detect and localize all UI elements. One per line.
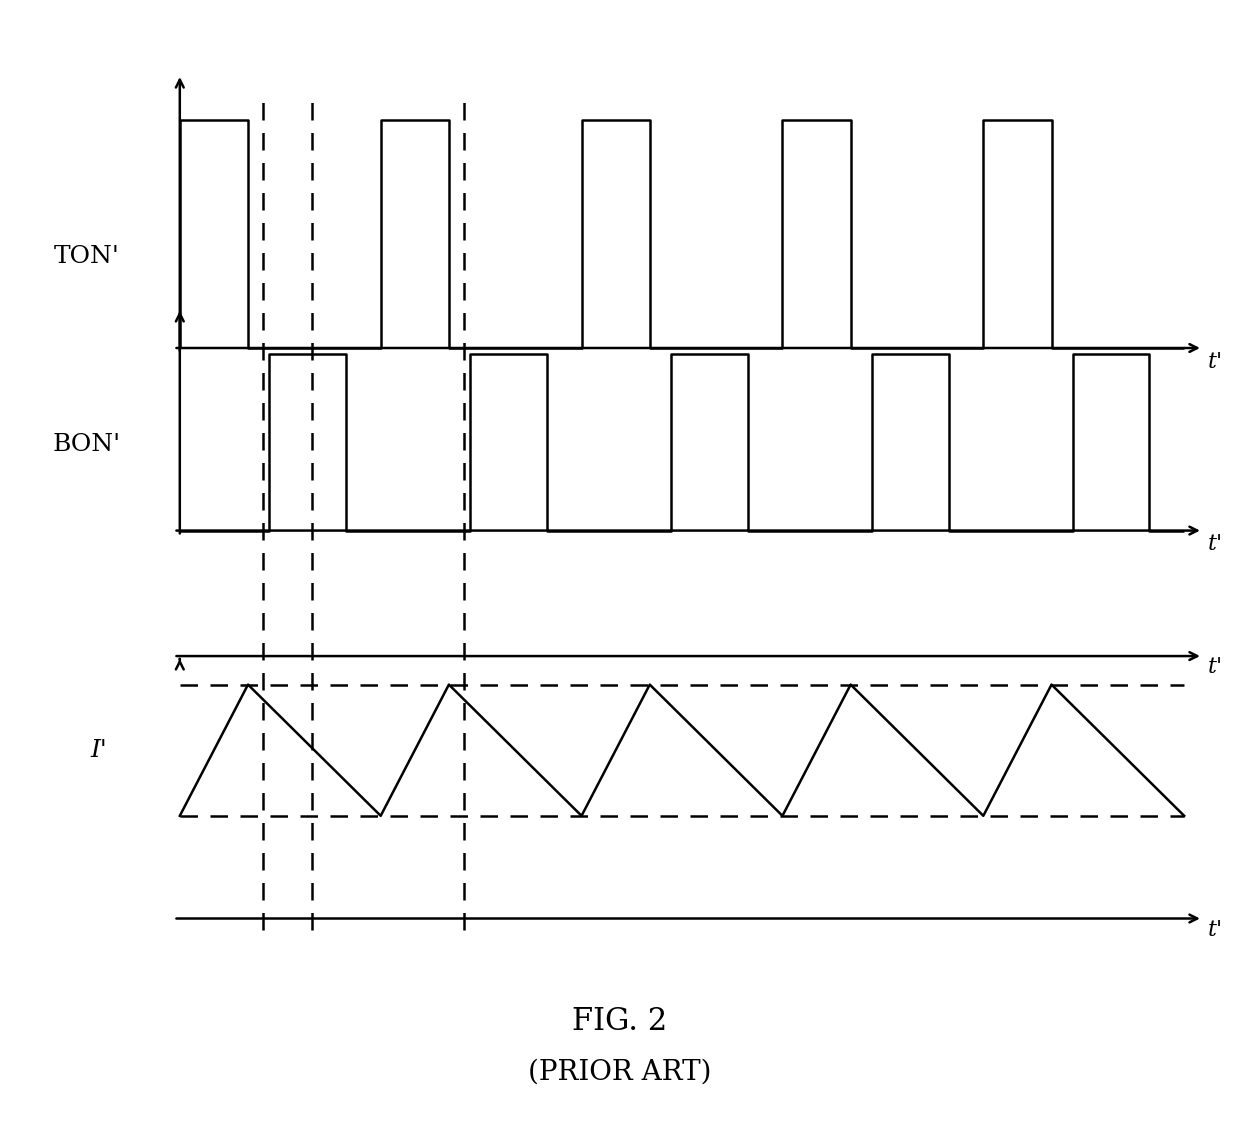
Text: FIG. 2: FIG. 2 [573, 1005, 667, 1037]
Text: BON': BON' [53, 434, 120, 456]
Text: TON': TON' [53, 245, 120, 268]
Text: t': t' [1208, 533, 1223, 556]
Text: t': t' [1208, 656, 1223, 679]
Text: (PRIOR ART): (PRIOR ART) [528, 1059, 712, 1086]
Text: t': t' [1208, 350, 1223, 373]
Text: t': t' [1208, 919, 1223, 941]
Text: I': I' [91, 738, 108, 762]
